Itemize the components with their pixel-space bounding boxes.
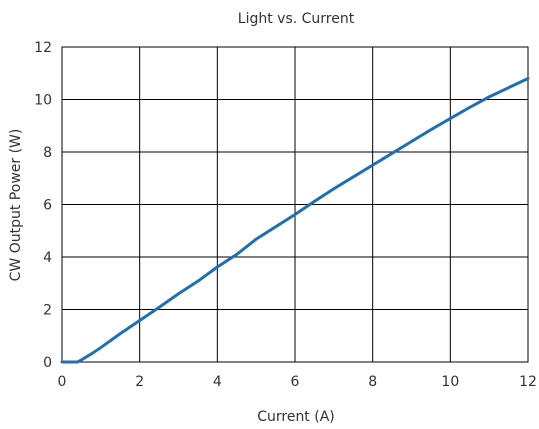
chart-title: Light vs. Current (238, 11, 355, 27)
x-tick-label: 2 (135, 374, 144, 390)
tick-layer: 0 2 4 6 8 10 12 0 2 4 6 8 10 12 (34, 40, 537, 390)
grid-layer (61, 46, 529, 363)
y-tick-label: 4 (43, 250, 52, 266)
y-tick-label: 6 (43, 198, 52, 214)
plot-frame (61, 46, 529, 363)
y-tick-label: 10 (34, 93, 52, 109)
x-tick-label: 10 (441, 374, 459, 390)
series-layer (60, 77, 530, 364)
series-line (60, 77, 530, 364)
y-tick-label: 12 (34, 40, 52, 56)
x-tick-label: 8 (368, 374, 377, 390)
x-axis-label: Current (A) (257, 409, 335, 425)
x-tick-label: 0 (58, 374, 67, 390)
x-tick-label: 12 (519, 374, 537, 390)
y-tick-label: 2 (43, 303, 52, 319)
y-tick-label: 0 (43, 355, 52, 371)
y-axis-label: CW Output Power (W) (8, 129, 24, 282)
x-tick-label: 4 (213, 374, 222, 390)
y-tick-label: 8 (43, 145, 52, 161)
x-tick-label: 6 (291, 374, 300, 390)
